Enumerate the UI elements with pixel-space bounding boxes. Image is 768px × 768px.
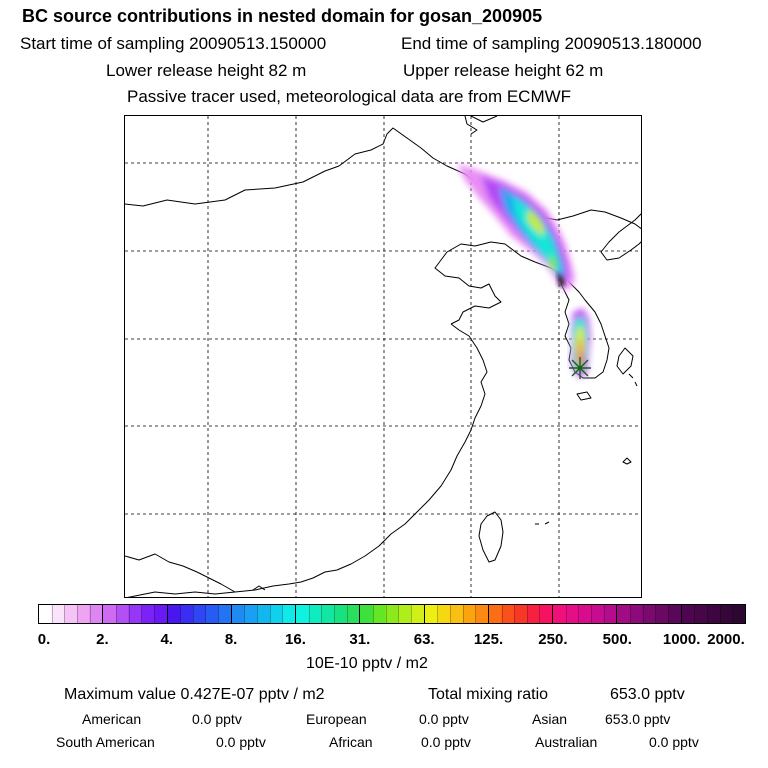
map-panel [124, 115, 642, 598]
plume-north-core [557, 272, 565, 286]
colorbar-segment [424, 605, 489, 623]
colorbar-tick-label: 125. [473, 631, 504, 648]
region-value: 0.0 pptv [421, 734, 471, 750]
region-name: African [329, 734, 373, 750]
colorbar-tick-label: 1000. [662, 631, 701, 648]
region-name: South American [56, 734, 155, 750]
colorbar-segment [39, 605, 104, 623]
colorbar-tick-label: 2000. [707, 631, 745, 648]
map-svg [125, 116, 641, 597]
jeju-island [576, 391, 592, 401]
colorbar [38, 604, 746, 624]
colorbar-tick-label: 8. [224, 631, 238, 648]
taiwan-coast [478, 511, 504, 563]
colorbar-segment [231, 605, 297, 623]
colorbar-tick-label: 2. [96, 631, 109, 648]
east-china-coast [127, 323, 488, 597]
region-value: 0.0 pptv [216, 734, 266, 750]
plume-south [571, 308, 591, 378]
colorbar-segment [360, 605, 425, 623]
colorbar-unit: 10E-10 pptv / m2 [306, 655, 428, 672]
colorbar-segment [553, 605, 618, 623]
colorbar-tick-label: 4. [160, 631, 173, 648]
region-name: European [306, 711, 367, 727]
start-time-label: Start time of sampling 20090513.150000 [20, 34, 327, 53]
tracer-note: Passive tracer used, meteorological data… [127, 87, 572, 106]
colorbar-tick-label: 31. [349, 631, 371, 648]
region-value: 0.0 pptv [649, 734, 699, 750]
japan-kyushu [616, 347, 634, 375]
bohai-coast [434, 241, 564, 325]
korea-coast [560, 275, 610, 379]
russia-border [464, 116, 498, 135]
lower-release-height-label: Lower release height 82 m [106, 61, 307, 80]
ryukyu-islands [535, 373, 638, 525]
plot-title: BC source contributions in nested domain… [22, 6, 543, 26]
end-time-label: End time of sampling 20090513.180000 [401, 34, 702, 53]
colorbar-tick-label: 500. [602, 631, 632, 648]
mongolia-border [125, 127, 506, 213]
region-value: 0.0 pptv [192, 711, 242, 727]
coastlines [125, 116, 641, 597]
colorbar-segment [488, 605, 554, 623]
upper-release-height-label: Upper release height 62 m [403, 61, 604, 80]
total-mixing-value: 653.0 pptv [610, 686, 685, 703]
colorbar-tick-label: 16. [285, 631, 306, 648]
max-value-label: Maximum value 0.427E-07 pptv / m2 [64, 686, 325, 703]
coast-stub [252, 585, 266, 591]
release-site-star [569, 357, 591, 379]
region-name: American [82, 711, 142, 727]
interior-border [125, 553, 236, 593]
colorbar-segment [103, 605, 168, 623]
region-value: 0.0 pptv [419, 711, 469, 727]
plume-north [457, 164, 575, 290]
colorbar-tick-label: 250. [538, 631, 568, 648]
region-value: 653.0 pptv [605, 711, 671, 727]
region-name: Australian [535, 734, 598, 750]
region-name: Asian [532, 711, 568, 727]
colorbar-tick-label: 0. [37, 631, 51, 648]
colorbar-segment [296, 605, 361, 623]
total-mixing-label: Total mixing ratio [428, 686, 549, 703]
colorbar-segment [617, 605, 682, 623]
colorbar-tick-label: 63. [413, 631, 435, 648]
japan-coast [600, 213, 641, 261]
colorbar-segment [167, 605, 232, 623]
graticule [125, 116, 641, 597]
colorbar-segment [681, 605, 745, 623]
